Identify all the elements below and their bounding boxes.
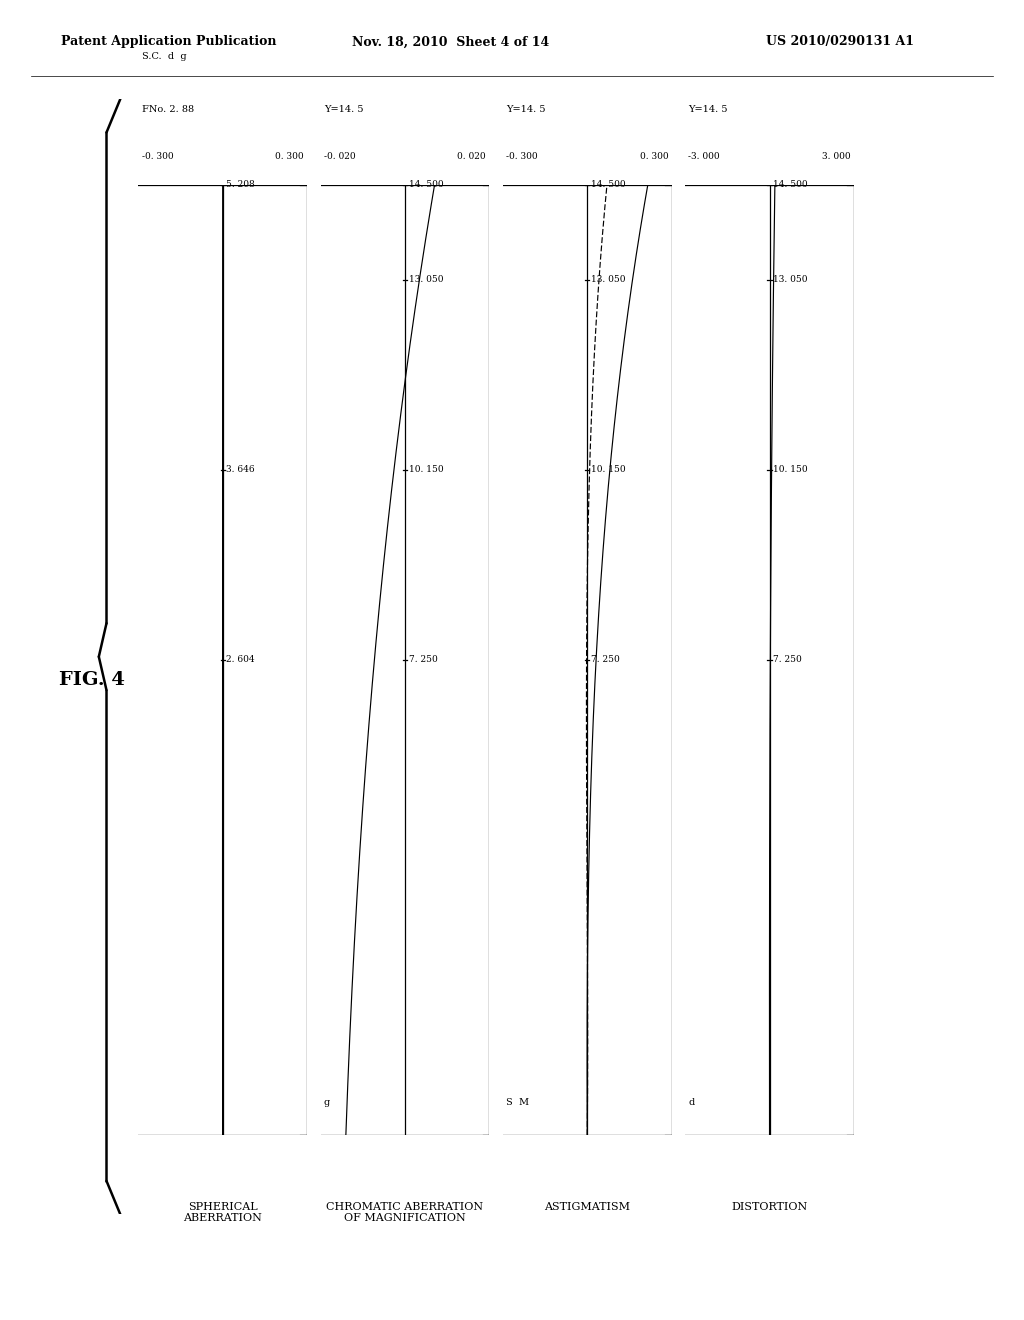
Text: S.C.  d  g: S.C. d g	[141, 53, 186, 61]
Text: 13. 050: 13. 050	[409, 276, 443, 284]
Text: 0. 020: 0. 020	[458, 152, 486, 161]
Text: 7. 250: 7. 250	[591, 656, 620, 664]
Text: DISTORTION: DISTORTION	[731, 1201, 808, 1212]
Text: -0. 020: -0. 020	[324, 152, 355, 161]
Text: 2. 604: 2. 604	[226, 656, 255, 664]
Text: Y=14. 5: Y=14. 5	[324, 104, 364, 114]
Text: Patent Application Publication: Patent Application Publication	[61, 36, 276, 49]
Text: 3. 000: 3. 000	[822, 152, 851, 161]
Text: g: g	[324, 1098, 330, 1106]
Text: -3. 000: -3. 000	[688, 152, 720, 161]
Text: 14. 500: 14. 500	[773, 181, 808, 189]
Text: -0. 300: -0. 300	[141, 152, 173, 161]
Text: 0. 300: 0. 300	[640, 152, 669, 161]
Text: 7. 250: 7. 250	[773, 656, 802, 664]
Text: 10. 150: 10. 150	[591, 466, 626, 474]
Text: FNo. 2. 88: FNo. 2. 88	[141, 104, 194, 114]
Text: Y=14. 5: Y=14. 5	[688, 104, 728, 114]
Text: SINE
CONDITION: SINE CONDITION	[321, 651, 388, 669]
Text: -0. 300: -0. 300	[506, 152, 538, 161]
Text: 13. 050: 13. 050	[773, 276, 808, 284]
Text: US 2010/0290131 A1: US 2010/0290131 A1	[766, 36, 913, 49]
Text: 3. 646: 3. 646	[226, 466, 255, 474]
Text: ASTIGMATISM: ASTIGMATISM	[545, 1201, 630, 1212]
Text: SPHERICAL
ABERRATION: SPHERICAL ABERRATION	[183, 1201, 262, 1224]
Text: 7. 250: 7. 250	[409, 656, 437, 664]
Text: 10. 150: 10. 150	[773, 466, 808, 474]
Text: Y=14. 5: Y=14. 5	[506, 104, 546, 114]
Text: 0. 300: 0. 300	[275, 152, 304, 161]
Text: 5. 208: 5. 208	[226, 181, 255, 189]
Text: 14. 500: 14. 500	[409, 181, 443, 189]
Text: d: d	[688, 1098, 694, 1106]
Text: CHROMATIC ABERRATION
OF MAGNIFICATION: CHROMATIC ABERRATION OF MAGNIFICATION	[327, 1201, 483, 1224]
Text: 13. 050: 13. 050	[591, 276, 626, 284]
Text: FIG. 4: FIG. 4	[59, 671, 125, 689]
Text: 10. 150: 10. 150	[409, 466, 443, 474]
Text: Nov. 18, 2010  Sheet 4 of 14: Nov. 18, 2010 Sheet 4 of 14	[352, 36, 549, 49]
Text: 14. 500: 14. 500	[591, 181, 626, 189]
Text: S  M: S M	[506, 1098, 529, 1106]
